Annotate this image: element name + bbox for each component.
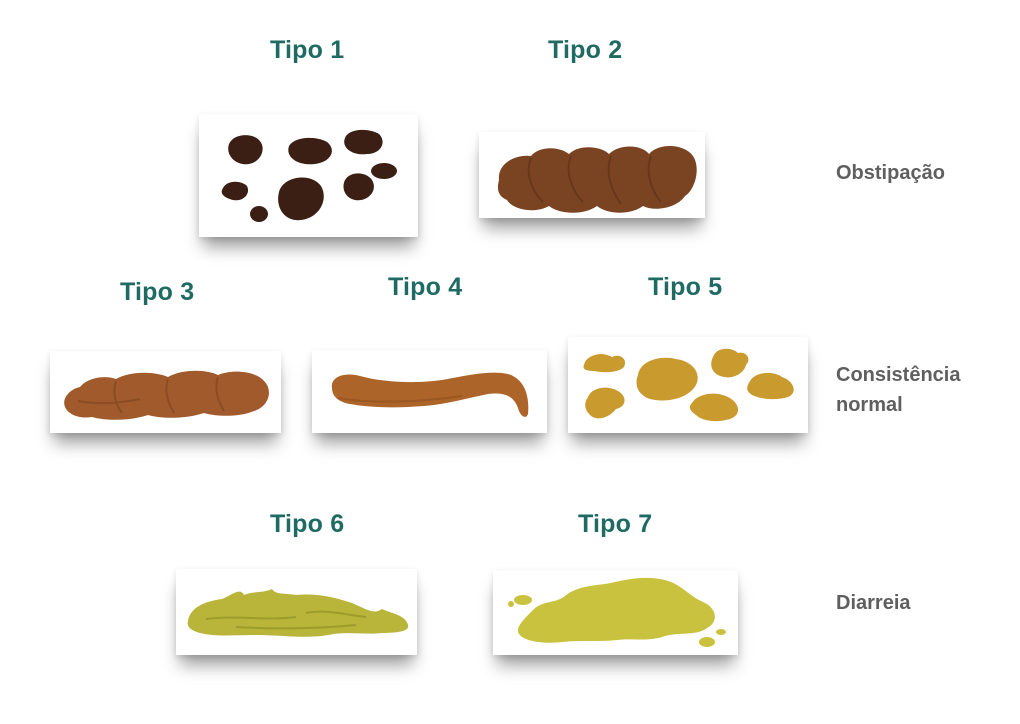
tipo-4-label: Tipo 4: [388, 273, 463, 301]
tipo-6-label: Tipo 6: [270, 510, 345, 538]
tipo-2-stool: [497, 145, 697, 213]
tipo-5-label: Tipo 5: [648, 273, 723, 301]
tipo-5-illustration: [568, 337, 808, 433]
tipo-7-illustration: [493, 570, 738, 655]
tipo-2-illustration: [479, 132, 705, 218]
tipo-1-label: Tipo 1: [270, 36, 345, 64]
tipo-7-splash: [508, 577, 726, 647]
tipo-6-stool: [187, 589, 409, 637]
tipo-1-lumps: [221, 129, 397, 222]
tipo-6-illustration: [176, 569, 417, 655]
tipo-1-illustration: [199, 114, 418, 237]
tipo-4-stool: [331, 372, 529, 417]
tipo-7-label: Tipo 7: [578, 510, 653, 538]
category-diarreia: Diarreia: [836, 592, 911, 614]
tipo-3-label: Tipo 3: [120, 278, 195, 306]
tipo-3-stool: [64, 370, 269, 420]
tipo-3-illustration: [50, 351, 281, 433]
tipo-5-blobs: [583, 348, 794, 422]
tipo-2-label: Tipo 2: [548, 36, 623, 64]
category-consistencia-normal: Consistência normal: [836, 364, 961, 416]
tipo-4-illustration: [312, 350, 547, 433]
category-obstipacao: Obstipação: [836, 162, 945, 184]
